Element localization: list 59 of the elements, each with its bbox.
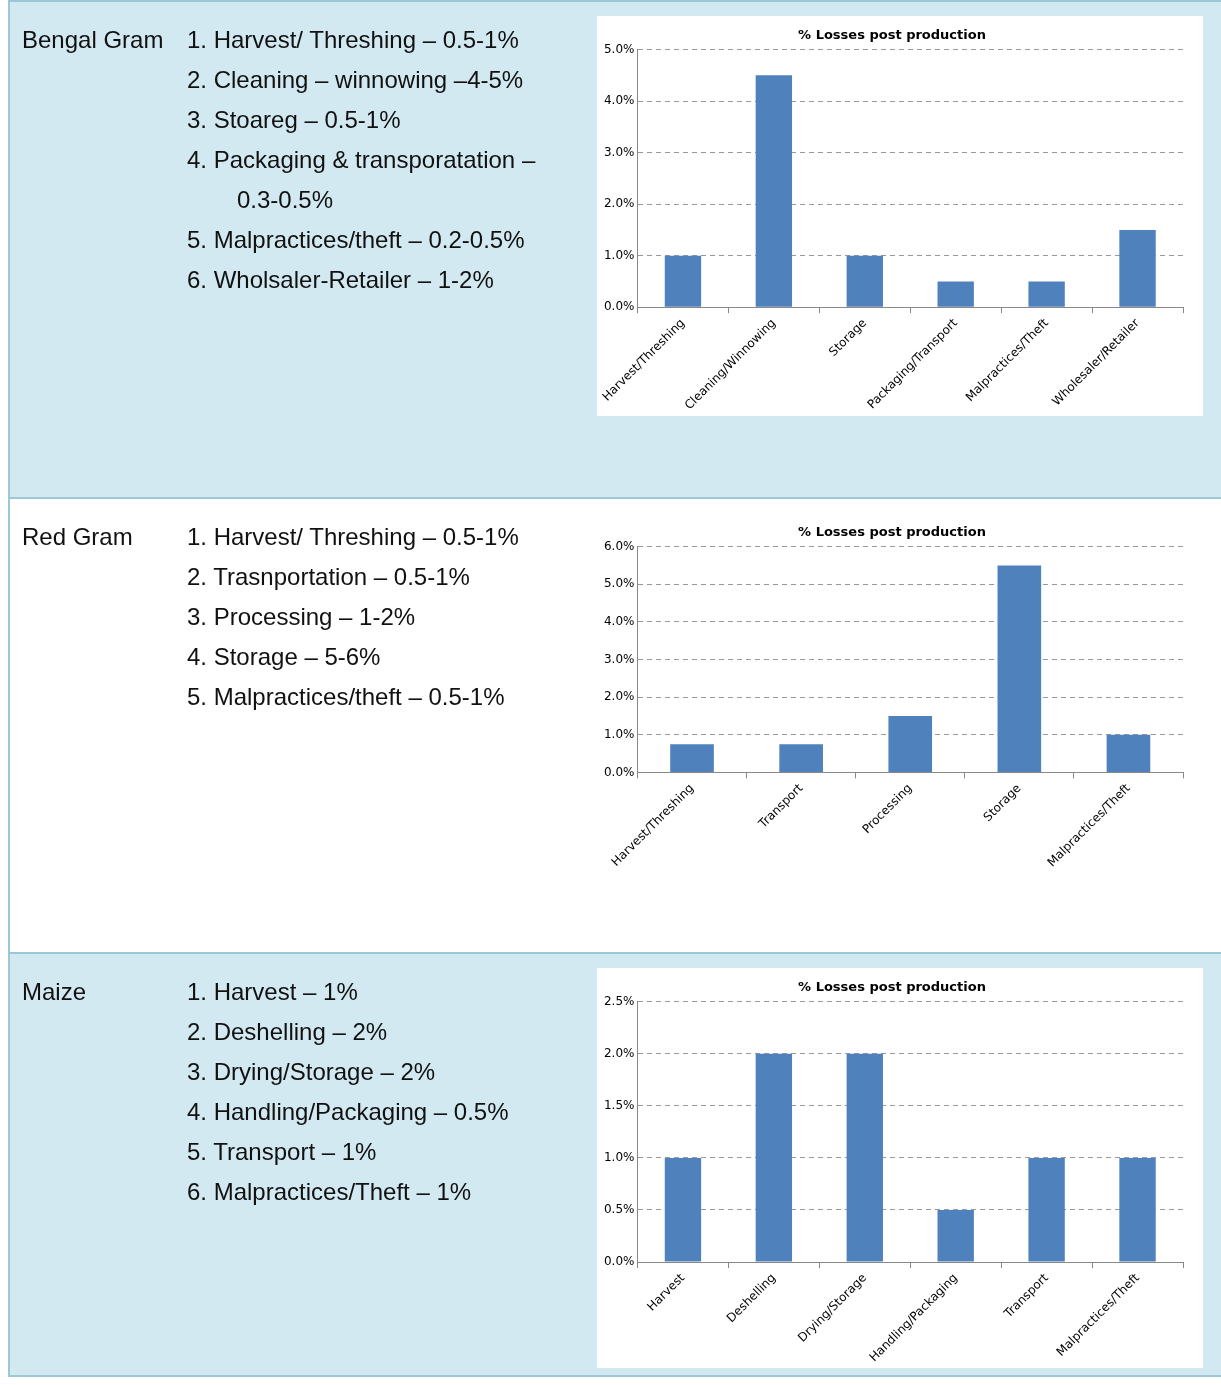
text: 2. Deshelling – 2% [187,1017,389,1047]
y-tick-label: 5.0% [603,41,635,56]
chart-title: % Losses post production [798,979,986,995]
bar [937,281,974,307]
y-tick-label: 0.0% [603,1254,635,1269]
bar [1119,229,1156,307]
text: 5. Malpractices/theft – 0.5-1% [187,682,506,712]
text: 4. Storage – 5-6% [187,642,382,672]
text: 2. Trasnportation – 0.5-1% [187,562,471,592]
bar [846,1053,883,1262]
bar [1106,734,1151,772]
text: 3. Processing – 1-2% [187,602,417,632]
y-tick-label: 2.0% [603,689,635,704]
bar [888,715,933,772]
bar [997,565,1042,772]
y-tick-label: 0.5% [603,1202,635,1217]
y-tick-label: 2.5% [603,993,635,1008]
y-tick-label: 2.0% [603,196,635,211]
bar [1028,1157,1065,1262]
y-tick-label: 4.0% [603,613,635,628]
bar [846,255,883,307]
chart-title: % Losses post production [798,27,986,43]
text: Bengal Gram [21,25,165,55]
y-tick-label: 2.0% [603,1045,635,1060]
text: 5. Transport – 1% [187,1137,378,1167]
bar [755,1053,793,1262]
y-tick-label: 0.0% [603,299,635,314]
text: 5. Malpractices/theft – 0.2-0.5% [187,225,526,255]
y-tick-label: 6.0% [603,538,635,553]
text: 6. Malpractices/Theft – 1% [187,1177,473,1207]
text: 1. Harvest/ Threshing – 0.5-1% [187,25,520,55]
text: 6. Wholsaler-Retailer – 1-2% [187,265,495,295]
bar [937,1209,974,1262]
bar [779,744,823,772]
y-tick-label: 1.0% [603,247,635,262]
y-tick-label: 4.0% [603,93,635,108]
y-tick-label: 1.5% [603,1097,635,1112]
text: 1. Harvest/ Threshing – 0.5-1% [187,522,520,552]
y-tick-label: 0.0% [603,764,635,779]
y-tick-label: 1.0% [603,726,635,741]
text: 4. Handling/Packaging – 0.5% [187,1097,510,1127]
y-tick-label: 3.0% [603,651,635,666]
bar [1119,1157,1156,1262]
bar [664,1157,702,1262]
bar [670,744,714,772]
text: 2. Cleaning – winnowing –4-5% [187,65,525,95]
text: 3. Stoareg – 0.5-1% [187,105,402,135]
text: 4. Packaging & transporatation –0.3-0.5% [187,145,537,215]
text: Maize [21,977,88,1007]
bar [755,75,793,307]
y-tick-label: 1.0% [603,1150,635,1164]
chart-title: % Losses post production [798,524,986,540]
y-tick-label: 3.0% [603,144,635,159]
text: 3. Drying/Storage – 2% [187,1057,437,1087]
y-tick-label: 5.0% [603,576,635,591]
text: 1. Harvest – 1% [187,977,359,1007]
bar [664,255,702,307]
bar [1028,281,1065,307]
text: Red Gram [21,522,134,552]
